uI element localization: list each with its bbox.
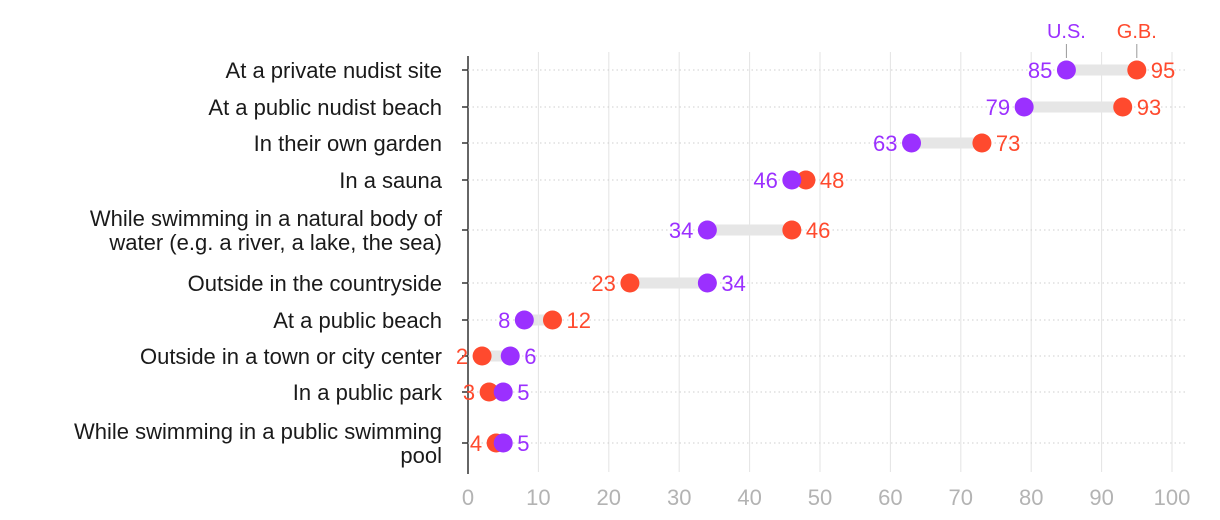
us-value-label: 5	[517, 431, 529, 456]
chart-row: At a public beach 8 12	[273, 308, 1186, 333]
gb-value-label: 93	[1137, 95, 1161, 120]
category-label: In their own garden	[254, 131, 442, 156]
category-label-line: In their own garden	[254, 131, 442, 156]
gb-legend-label: G.B.	[1117, 21, 1157, 43]
us-value-label: 8	[498, 308, 510, 333]
gb-dot	[542, 310, 562, 330]
x-tick-label: 50	[808, 485, 832, 510]
category-label-line: While swimming in a natural body of	[90, 206, 443, 231]
category-label: In a sauna	[339, 168, 443, 193]
gb-dot	[796, 170, 816, 190]
category-label-line: At a private nudist site	[226, 58, 442, 83]
x-tick-label: 40	[737, 485, 761, 510]
x-tick-label: 30	[667, 485, 691, 510]
us-dot	[782, 170, 802, 190]
category-label-line: At a public beach	[273, 308, 442, 333]
x-tick-label: 80	[1019, 485, 1043, 510]
gb-value-label: 4	[470, 431, 482, 456]
us-dot	[1056, 60, 1076, 80]
gb-dot	[479, 382, 499, 402]
gb-value-label: 12	[566, 308, 590, 333]
category-label-line: At a public nudist beach	[208, 95, 442, 120]
us-value-label: 34	[669, 218, 693, 243]
x-axis: 0 10 20 30 40 50 60 70 80 90 100	[462, 485, 1190, 510]
category-label: Outside in a town or city center	[140, 344, 442, 369]
gb-dot	[782, 220, 802, 240]
us-legend-label: U.S.	[1047, 21, 1086, 43]
us-value-label: 5	[517, 380, 529, 405]
chart-row: At a public nudist beach 79 93	[208, 95, 1186, 120]
chart-row: Outside in a town or city center 2 6	[140, 344, 1186, 369]
us-value-label: 34	[721, 271, 745, 296]
gb-dot	[972, 133, 992, 153]
us-dot	[697, 220, 717, 240]
x-tick-label: 90	[1089, 485, 1113, 510]
gb-value-label: 3	[463, 380, 475, 405]
gb-value-label: 48	[820, 168, 844, 193]
us-value-label: 46	[753, 168, 777, 193]
us-dot	[500, 346, 520, 366]
gb-dot	[1127, 60, 1147, 80]
x-tick-label: 20	[597, 485, 621, 510]
us-dot	[514, 310, 534, 330]
chart-row: While swimming in a natural body of water…	[90, 206, 1186, 255]
x-tick-label: 60	[878, 485, 902, 510]
category-label-line: In a sauna	[339, 168, 443, 193]
us-value-label: 6	[524, 344, 536, 369]
gb-value-label: 46	[806, 218, 830, 243]
us-dot	[902, 133, 922, 153]
gb-value-label: 2	[456, 344, 468, 369]
gb-value-label: 23	[591, 271, 615, 296]
category-label-line: pool	[400, 443, 442, 468]
chart-row: Outside in the countryside 23 34	[188, 271, 1186, 296]
category-label: At a public beach	[273, 308, 442, 333]
category-label: While swimming in a natural body of water…	[90, 206, 443, 255]
category-label: While swimming in a public swimming pool	[74, 419, 442, 468]
us-dot	[1014, 97, 1034, 117]
chart-row: In a public park 3 5	[293, 380, 1186, 405]
gb-dot	[1113, 97, 1133, 117]
x-tick-label: 70	[949, 485, 973, 510]
gb-value-label: 73	[996, 131, 1020, 156]
chart-row: While swimming in a public swimming pool 4…	[74, 419, 1186, 468]
gb-value-label: 95	[1151, 58, 1175, 83]
category-label: Outside in the countryside	[188, 271, 442, 296]
legend: U.S. G.B.	[1047, 21, 1157, 58]
us-dot	[493, 433, 513, 453]
category-label-line: Outside in a town or city center	[140, 344, 442, 369]
grid-lines	[467, 52, 1173, 474]
chart-row: At a private nudist site 85 95	[226, 58, 1186, 83]
x-tick-label: 10	[526, 485, 550, 510]
gb-dot	[472, 346, 492, 366]
category-label-line: In a public park	[293, 380, 443, 405]
category-label-line: While swimming in a public swimming	[74, 419, 442, 444]
us-value-label: 85	[1028, 58, 1052, 83]
x-tick-label: 0	[462, 485, 474, 510]
category-label-line: Outside in the countryside	[188, 271, 442, 296]
x-tick-label: 100	[1154, 485, 1191, 510]
category-label: At a private nudist site	[226, 58, 442, 83]
gb-dot	[620, 273, 640, 293]
us-value-label: 79	[986, 95, 1010, 120]
us-dot	[493, 382, 513, 402]
category-label: At a public nudist beach	[208, 95, 442, 120]
category-label-line: water (e.g. a river, a lake, the sea)	[108, 230, 442, 255]
chart-row: In their own garden 63 73	[254, 131, 1186, 156]
us-dot	[697, 273, 717, 293]
category-label: In a public park	[293, 380, 443, 405]
us-value-label: 63	[873, 131, 897, 156]
chart-row: In a sauna 46 48	[339, 168, 1186, 193]
